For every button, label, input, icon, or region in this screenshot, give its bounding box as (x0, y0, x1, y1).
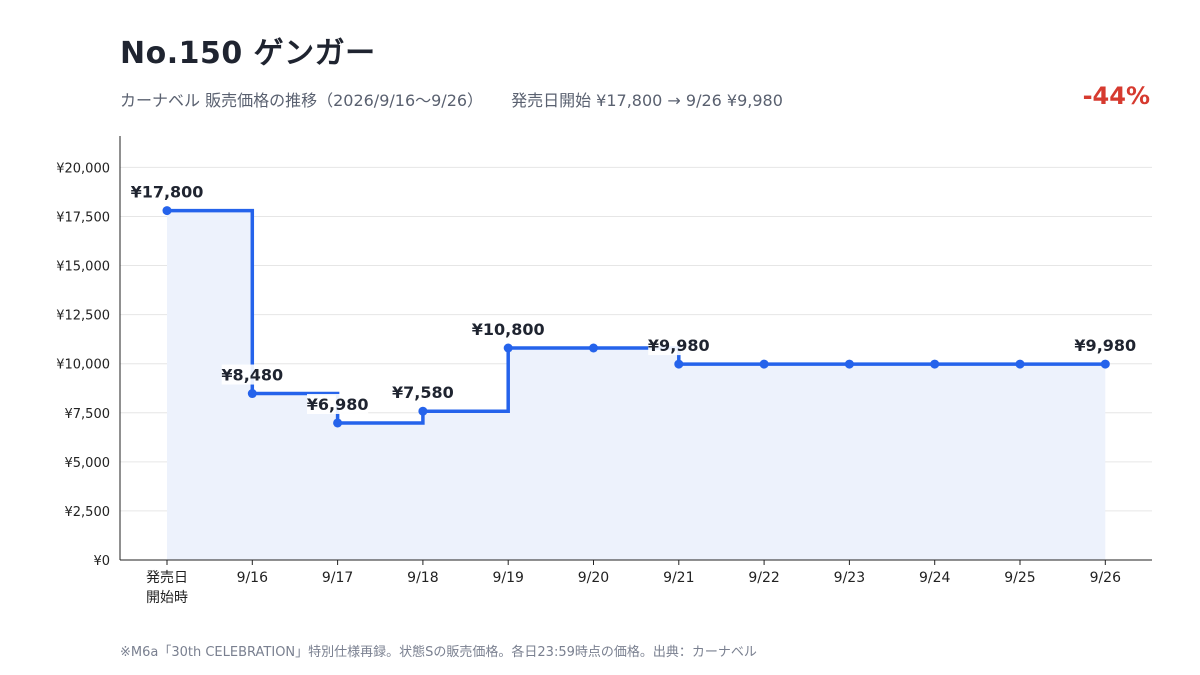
data-label-text: ¥8,480 (221, 366, 283, 385)
data-label-text: ¥10,800 (472, 320, 545, 339)
data-point (162, 206, 172, 216)
subtitle-period: カーナベル 販売価格の推移（2026/9/16〜9/26） (120, 91, 484, 110)
x-tick-label-line: 9/20 (578, 570, 609, 586)
page-title: No.150 ゲンガー (120, 36, 376, 71)
x-tick-label-line: 9/23 (834, 570, 865, 586)
x-tick-label-line: 9/21 (663, 570, 694, 586)
data-label: ¥8,480 (221, 364, 283, 385)
x-tick-label: 9/25 (1004, 570, 1035, 586)
data-label-bg (648, 335, 710, 356)
x-tick-label-line: 開始時 (146, 590, 188, 606)
x-tick-label-line: 9/22 (748, 570, 779, 586)
x-tick-label: 9/21 (663, 570, 694, 586)
data-label: ¥10,800 (472, 319, 545, 339)
data-label-bg (221, 364, 283, 385)
y-tick-label: ¥10,000 (56, 358, 110, 373)
data-label-text: ¥6,980 (307, 395, 369, 414)
x-tick-label: 9/17 (322, 570, 353, 586)
data-point (930, 359, 940, 369)
data-point (759, 359, 769, 369)
x-tick-label-line: 9/26 (1090, 570, 1122, 586)
data-label-bg (392, 382, 454, 403)
x-tick-label-line: 9/18 (407, 570, 438, 586)
data-label: ¥17,800 (131, 181, 204, 202)
x-tick-label: 9/24 (919, 570, 951, 586)
data-label-text: ¥17,800 (131, 183, 204, 202)
x-tick-label: 9/26 (1090, 570, 1122, 586)
y-tick-label: ¥15,000 (56, 260, 110, 275)
x-tick-label: 9/23 (834, 570, 865, 586)
x-tick-label: 9/20 (578, 570, 609, 586)
y-tick-label: ¥0 (93, 554, 110, 569)
footnote: ※M6a「30th CELEBRATION」特別仕様再録。状態Sの販売価格。各日… (120, 645, 757, 660)
data-label-text: ¥9,980 (648, 336, 710, 355)
data-point (418, 406, 428, 416)
data-label-text: ¥7,580 (392, 383, 454, 402)
data-point (844, 359, 854, 369)
data-point (674, 359, 684, 369)
data-point (1100, 359, 1110, 369)
y-tick-label: ¥17,500 (56, 210, 110, 225)
data-label-bg (1074, 335, 1136, 356)
data-label: ¥9,980 (1074, 335, 1136, 356)
area-fill (167, 210, 1106, 560)
data-point (333, 418, 343, 428)
data-label-bg (473, 319, 544, 339)
x-tick-label: 9/22 (748, 570, 779, 586)
y-tick-label: ¥5,000 (65, 456, 111, 471)
x-tick-label-line: 9/17 (322, 570, 353, 586)
data-point (589, 343, 598, 353)
y-tick-label: ¥2,500 (65, 505, 111, 520)
chart-subtitle: カーナベル 販売価格の推移（2026/9/16〜9/26） 発売日開始 ¥17,8… (120, 87, 783, 111)
y-tick-label: ¥20,000 (56, 161, 110, 176)
x-tick-label: 9/19 (492, 570, 523, 586)
data-label: ¥9,980 (648, 335, 710, 356)
data-point (247, 389, 257, 399)
data-label: ¥7,580 (392, 382, 454, 403)
price-change-badge: -44% (1082, 82, 1150, 110)
data-label-bg (131, 181, 203, 202)
y-tick-label: ¥7,500 (65, 407, 111, 422)
x-tick-label-line: 9/25 (1004, 570, 1035, 586)
x-tick-label: 9/16 (237, 570, 269, 586)
x-tick-label-line: 発売日 (146, 570, 188, 586)
data-point (503, 343, 513, 353)
data-label: ¥6,980 (307, 393, 369, 414)
x-tick-label: 9/18 (407, 570, 438, 586)
subtitle-summary: 発売日開始 ¥17,800 → 9/26 ¥9,980 (511, 91, 783, 110)
data-label-bg (307, 393, 369, 414)
x-tick-label-line: 9/19 (492, 570, 523, 586)
data-point (1015, 359, 1025, 369)
x-tick-label-line: 9/24 (919, 570, 951, 586)
y-tick-label: ¥12,500 (56, 309, 110, 324)
x-tick-label-line: 9/16 (237, 570, 269, 586)
data-label-text: ¥9,980 (1074, 336, 1136, 355)
x-tick-label: 発売日開始時 (146, 570, 188, 606)
